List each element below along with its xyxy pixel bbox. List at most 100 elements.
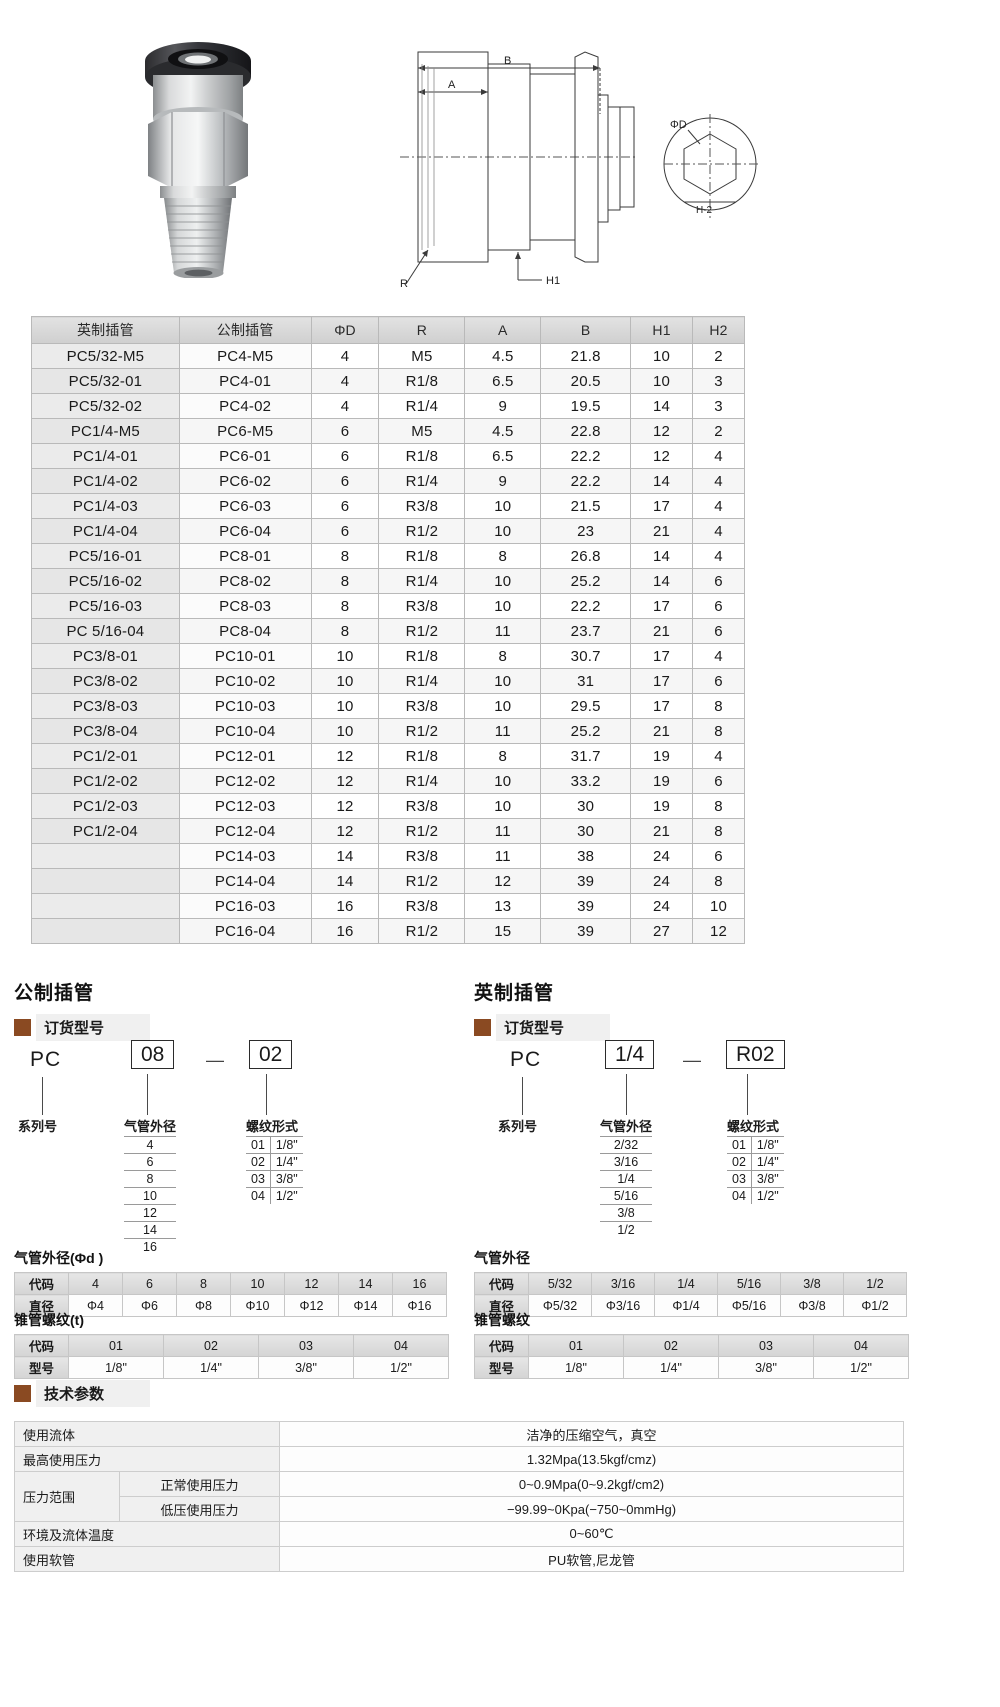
table-row: PC14-03 14 R3/8 11 38 24 6: [31, 843, 745, 869]
table-cell: R1/2: [378, 918, 466, 944]
table-cell: 3: [692, 393, 745, 419]
table-row: PC3/8-01 PC10-01 10 R1/8 8 30.7 17 4: [31, 643, 745, 669]
table-cell: 3: [692, 368, 745, 394]
table-row: PC14-04 14 R1/2 12 39 24 8: [31, 868, 745, 894]
table-cell: 22.8: [540, 418, 632, 444]
table-cell: R1/2: [378, 818, 466, 844]
table-cell: 21.8: [540, 343, 632, 369]
table-cell: 4: [692, 743, 745, 769]
table-cell: 25.2: [540, 718, 632, 744]
table-cell: PC8-01: [178, 543, 312, 569]
imperial-bore-option-list: 2/32 3/16 1/4 5/16 3/8 1/2: [600, 1136, 653, 1238]
mini-cell: 1/2": [353, 1356, 449, 1379]
table-cell: 20.5: [540, 368, 632, 394]
tech-params-tag-label: 技术参数: [36, 1380, 151, 1407]
table-cell: 8: [692, 818, 745, 844]
mini-cell: 03: [718, 1334, 814, 1357]
table-row: PC1/2-04 PC12-04 12 R1/2 11 30 21 8: [31, 818, 745, 844]
table-cell: 12: [310, 793, 380, 819]
table-cell: 14: [630, 393, 693, 419]
table-cell: M5: [378, 343, 466, 369]
product-photo: [120, 28, 320, 279]
imperial-od-table: 代码 5/32 3/16 1/4 5/16 3/8 1/2 直径 Φ5/32 Φ3/16 Φ1/4 Φ…: [474, 1272, 907, 1317]
table-cell: 10: [464, 768, 542, 794]
table-cell: 23: [540, 518, 632, 544]
table-cell: 14: [630, 568, 693, 594]
table-cell: 2: [692, 343, 745, 369]
mini-cell: 5/16: [717, 1272, 781, 1295]
table-cell: 10: [630, 343, 693, 369]
table-cell: PC1/2-04: [31, 818, 180, 844]
table-cell: 17: [630, 643, 693, 669]
table-cell: 4: [310, 393, 380, 419]
table-cell: PC1/2-02: [31, 768, 180, 794]
table-cell: PC10-01: [178, 643, 312, 669]
mini-cell: 02: [623, 1334, 719, 1357]
metric-code-thread-text: 02: [249, 1040, 293, 1069]
table-cell: 22.2: [540, 443, 632, 469]
metric-thread-option-table: 01 1/8" 02 1/4" 03 3/8" 04 1/2": [246, 1136, 303, 1204]
tech-sublabel: 低压使用压力: [119, 1496, 280, 1522]
table-cell: 27: [630, 918, 693, 944]
mini-value-row: 型号 1/8" 1/4" 3/8" 1/2": [14, 1356, 449, 1379]
table-cell: 12: [630, 418, 693, 444]
col-header-phid: ΦD: [310, 316, 380, 344]
mini-cell: 1/8": [528, 1356, 624, 1379]
mini-cell: Φ1/4: [654, 1294, 718, 1317]
table-cell: PC1/2-01: [31, 743, 180, 769]
tech-row: 使用流体 洁净的压缩空气，真空: [14, 1421, 904, 1447]
table-cell: PC12-02: [178, 768, 312, 794]
option-row: 04 1/2": [246, 1187, 303, 1204]
engineering-drawing: B A R H1 ΦD H-2: [370, 22, 770, 290]
metric-order-tag: 订货型号: [14, 1014, 454, 1041]
option-code: 02: [246, 1153, 271, 1171]
table-cell: 21: [630, 718, 693, 744]
metric-legend-thread: 螺纹形式 01 1/8" 02 1/4" 03 3/8" 04 1/2": [246, 1116, 303, 1204]
mini-header-row: 代码 5/32 3/16 1/4 5/16 3/8 1/2: [474, 1272, 907, 1295]
option-code: 04: [727, 1187, 752, 1204]
imperial-leader-series: [522, 1077, 523, 1115]
mini-row-key: 代码: [474, 1334, 529, 1357]
mini-cell: 14: [338, 1272, 393, 1295]
table-cell: 4: [692, 443, 745, 469]
accent-square-icon: [14, 1019, 31, 1036]
table-cell: PC6-03: [178, 493, 312, 519]
table-cell: 13: [464, 893, 542, 919]
table-cell: R1/4: [378, 768, 466, 794]
table-cell: 26.8: [540, 543, 632, 569]
tech-value: 洁净的压缩空气，真空: [279, 1421, 904, 1447]
table-cell: 10: [310, 643, 380, 669]
accent-square-icon: [14, 1385, 31, 1402]
table-cell: 6: [692, 568, 745, 594]
table-cell: 33.2: [540, 768, 632, 794]
mini-row-key: 直径: [474, 1294, 529, 1317]
table-cell: PC1/4-03: [31, 493, 180, 519]
table-cell: PC1/4-M5: [31, 418, 180, 444]
table-cell: 10: [630, 368, 693, 394]
table-cell: [31, 843, 180, 869]
mini-cell: 1/2": [813, 1356, 909, 1379]
mini-cell: Φ1/2: [843, 1294, 907, 1317]
table-cell: 8: [310, 568, 380, 594]
table-row: PC1/4-03 PC6-03 6 R3/8 10 21.5 17 4: [31, 493, 745, 519]
mini-cell: 3/16: [591, 1272, 655, 1295]
mini-cell: 04: [813, 1334, 909, 1357]
table-cell: 10: [464, 568, 542, 594]
table-cell: R1/8: [378, 368, 466, 394]
table-cell: 23.7: [540, 618, 632, 644]
imperial-section-title: 英制插管: [474, 983, 555, 1004]
tech-label: 使用软管: [14, 1546, 280, 1572]
imperial-leader-bore: [626, 1074, 627, 1115]
table-cell: 31: [540, 668, 632, 694]
table-row: PC1/2-01 PC12-01 12 R1/8 8 31.7 19 4: [31, 743, 745, 769]
table-cell: 12: [310, 743, 380, 769]
table-cell: 19: [630, 793, 693, 819]
table-row: PC1/2-02 PC12-02 12 R1/4 10 33.2 19 6: [31, 768, 745, 794]
mini-cell: 8: [176, 1272, 231, 1295]
table-cell: 8: [692, 693, 745, 719]
dim-label-h2: H-2: [696, 205, 713, 216]
table-cell: 10: [464, 668, 542, 694]
table-row: PC1/4-01 PC6-01 6 R1/8 6.5 22.2 12 4: [31, 443, 745, 469]
mini-row-key: 型号: [14, 1356, 69, 1379]
table-cell: R3/8: [378, 593, 466, 619]
